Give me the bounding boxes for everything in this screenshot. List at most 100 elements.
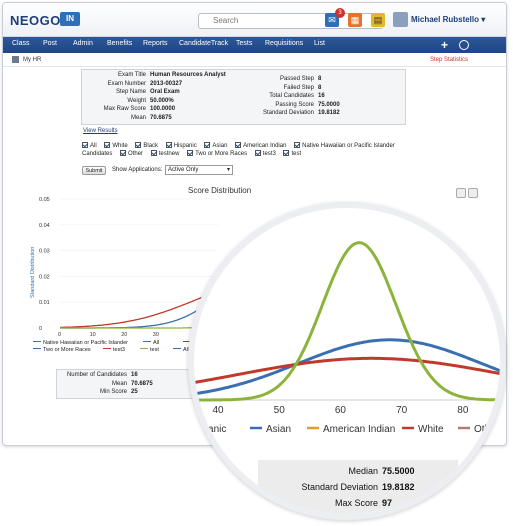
top-bar: NEOGOV IN ⚲ Search ✉ 3 ▦ ▤ Michael Rubst… [3,3,506,37]
avatar[interactable] [393,12,408,27]
filter-candidates-label: Candidates [82,151,113,157]
zoom-stats-table: Median 75.5000 Standard Deviation 19.8182 Ma… [258,460,458,514]
x-tick-label: 70 [396,405,408,416]
x-tick-label: 60 [335,405,347,416]
legend-item[interactable]: Native Hawaiian or Pacific Islander [33,340,128,346]
checkbox[interactable] [82,142,88,148]
select-value: Active Only [168,167,199,173]
zoom-legend-item[interactable]: Othe [458,424,496,435]
breadcrumb[interactable]: My HR [23,57,42,63]
x-tick-label: 50 [274,405,286,416]
checkbox[interactable] [294,142,301,148]
filter-all[interactable]: All [82,142,97,149]
stat-value: 16 [131,372,138,378]
checkbox[interactable] [283,150,290,156]
filter-label: White [112,143,128,149]
nav-tests[interactable]: Tests [236,40,253,47]
filter-row-2: Candidates Other testnew Two or More Rac… [82,150,307,157]
legend-swatch [33,348,41,349]
home-icon[interactable] [12,56,19,63]
filter-hispanic[interactable]: Hispanic [165,142,197,149]
checkbox[interactable] [235,142,242,148]
submit-button[interactable]: Submit [82,166,106,175]
y-tick-label: 0.04 [39,223,50,229]
nav-candidatetrack[interactable]: CandidateTrack [179,40,229,47]
history-icon[interactable] [459,40,469,50]
zoom-legend-item[interactable]: White [402,424,444,435]
step-statistics-link[interactable]: Step Statistics [430,57,469,63]
legend-item[interactable]: All [143,340,159,346]
user-name: Michael Rubstello [411,15,480,24]
checkbox[interactable] [135,142,142,148]
neogov-logo[interactable]: NEOGOV [10,13,71,28]
print-icon[interactable] [456,188,466,198]
legend-label: Othe [474,424,496,435]
zoom-legend-item[interactable]: American Indian [307,424,395,435]
checkbox[interactable] [204,142,211,148]
filter-other[interactable]: Other [120,150,144,157]
checkbox[interactable] [120,150,127,156]
nav-class[interactable]: Class [12,40,30,47]
zoom-legend-item[interactable]: Hispanic [194,424,226,435]
add-icon[interactable]: + [441,38,449,52]
legend-label: White [418,424,444,435]
legend-swatch [183,341,191,342]
x-tick-label: 30 [153,332,159,338]
legend-label: Hispanic [194,424,226,435]
stat-value: 19.8182 [382,482,415,492]
stat-key: Passing Score [275,101,314,108]
filter-asian[interactable]: Asian [204,142,227,149]
filter-two-or-more[interactable]: Two or More Races [187,150,247,157]
legend-item[interactable]: test [140,347,159,353]
checkbox[interactable] [187,150,194,156]
product-badge[interactable]: IN [60,12,80,26]
stat-value: 75.0000 [318,101,340,108]
nav-admin[interactable]: Admin [73,40,93,47]
filter-test[interactable]: test [283,150,301,157]
filter-black[interactable]: Black [135,142,158,149]
view-results-link[interactable]: View Results [83,128,118,134]
filter-test3[interactable]: test3 [254,150,276,157]
nav-benefits[interactable]: Benefits [107,40,133,47]
stat-key: Max Score [334,498,378,508]
x-tick-label: 80 [457,405,469,416]
calendar-icon[interactable]: ▦ [348,13,362,27]
filter-label: Hispanic [173,143,197,149]
checkbox[interactable] [254,150,261,156]
user-menu[interactable]: Michael Rubstello ▾ [411,15,486,24]
filter-native-hawaiian[interactable]: Native Hawaiian or Pacific Islander [294,142,395,149]
clipboard-icon[interactable]: ▤ [371,13,385,27]
stat-value: Human Resources Analyst [150,72,226,78]
nav-requisitions[interactable]: Requisitions [265,40,304,47]
filter-testnew[interactable]: testnew [150,150,179,157]
stat-value: 2013-00327 [150,80,183,87]
filter-label: Other [128,151,144,157]
legend-swatch [103,348,111,349]
stat-key: Step Name [115,89,146,95]
legend-item[interactable]: test3 [103,347,125,353]
nav-reports[interactable]: Reports [143,40,168,47]
x-tick-label: 0 [58,332,61,338]
y-axis-label: Standard Distribution [30,247,36,298]
stat-value: 100.0000 [150,106,176,112]
stat-key: Min Score [99,389,127,395]
stat-key: Standard Deviation [301,482,378,492]
checkbox[interactable] [150,150,157,156]
filter-white[interactable]: White [104,142,128,149]
filter-american-indian[interactable]: American Indian [235,142,286,149]
legend-item[interactable]: Two or More Races [33,347,91,353]
checkbox[interactable] [104,142,111,148]
stat-value: 70.6875 [150,114,172,121]
main-nav: Class Post Admin Benefits Reports Candid… [3,37,506,53]
export-icon[interactable] [468,188,478,198]
nav-list[interactable]: List [314,40,325,47]
checkbox[interactable] [165,142,172,148]
x-tick-label: 40 [212,405,224,416]
legend-swatch [33,341,41,342]
legend-label: Two or More Races [43,347,91,353]
zoom-legend-item[interactable]: Asian [250,424,291,435]
show-applications-select[interactable]: Active Only ▾ [165,165,233,175]
nav-post[interactable]: Post [43,40,58,47]
y-tick-label: 0 [39,326,42,332]
zoom-magnifier: 40 50 60 70 80 Hispanic Asian American Indian Wh… [188,202,506,520]
